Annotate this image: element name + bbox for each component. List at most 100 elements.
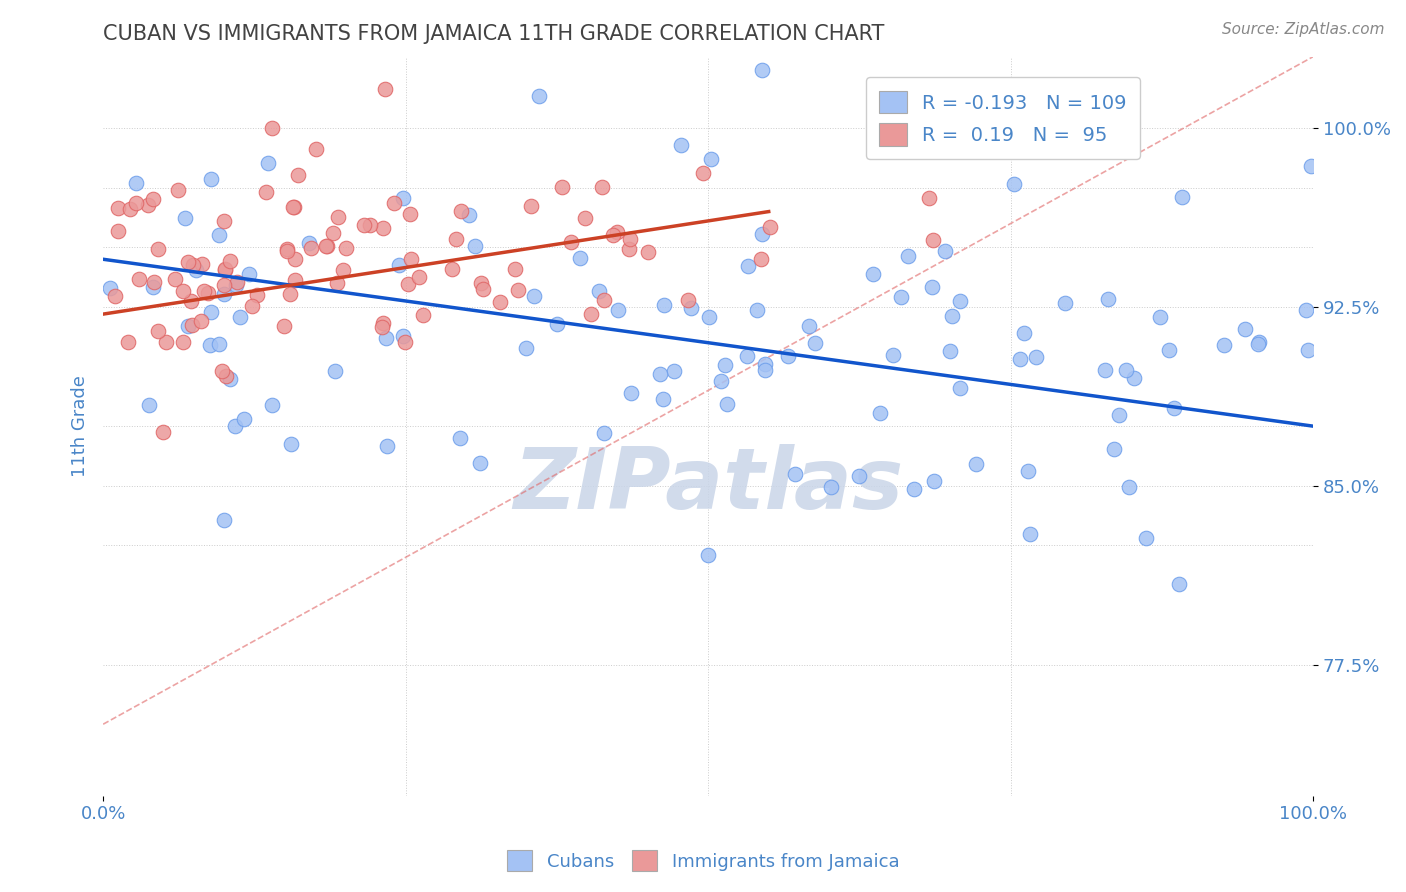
Point — [1296, 343, 1319, 357]
Point — [215, 369, 238, 384]
Y-axis label: 11th Grade: 11th Grade — [72, 376, 89, 477]
Point — [371, 220, 394, 235]
Point — [200, 338, 222, 352]
Point — [619, 232, 641, 246]
Point — [1149, 310, 1171, 324]
Point — [107, 223, 129, 237]
Point — [218, 371, 240, 385]
Point — [606, 226, 628, 240]
Point — [181, 258, 204, 272]
Point — [1249, 335, 1271, 350]
Point — [637, 244, 659, 259]
Point — [662, 364, 685, 378]
Point — [1025, 350, 1047, 364]
Point — [232, 412, 254, 426]
Point — [276, 243, 298, 257]
Point — [949, 293, 972, 308]
Point — [569, 251, 592, 265]
Point — [751, 252, 773, 267]
Point — [1123, 371, 1146, 385]
Point — [1157, 343, 1180, 357]
Point — [472, 282, 495, 296]
Point — [353, 218, 375, 232]
Point — [1115, 363, 1137, 377]
Point — [117, 335, 139, 350]
Point — [449, 431, 471, 445]
Point — [118, 202, 141, 216]
Point — [751, 62, 773, 77]
Point — [375, 439, 398, 453]
Point — [200, 305, 222, 319]
Point — [315, 238, 337, 252]
Point — [212, 512, 235, 526]
Point — [373, 316, 395, 330]
Point — [224, 419, 246, 434]
Point — [606, 303, 628, 318]
Point — [283, 201, 305, 215]
Point — [374, 331, 396, 345]
Point — [214, 263, 236, 277]
Point — [1295, 303, 1317, 318]
Point — [941, 309, 963, 323]
Point — [505, 261, 527, 276]
Point — [869, 406, 891, 420]
Point — [1299, 159, 1322, 173]
Point — [669, 138, 692, 153]
Point — [138, 198, 160, 212]
Legend: R = -0.193   N = 109, R =  0.19   N =  95: R = -0.193 N = 109, R = 0.19 N = 95 — [866, 78, 1140, 160]
Point — [678, 293, 700, 308]
Point — [146, 325, 169, 339]
Point — [754, 357, 776, 371]
Point — [523, 288, 546, 302]
Point — [280, 436, 302, 450]
Point — [374, 82, 396, 96]
Point — [246, 288, 269, 302]
Point — [328, 210, 350, 224]
Point — [1097, 293, 1119, 307]
Point — [1104, 442, 1126, 457]
Text: CUBAN VS IMMIGRANTS FROM JAMAICA 11TH GRADE CORRELATION CHART: CUBAN VS IMMIGRANTS FROM JAMAICA 11TH GR… — [103, 24, 884, 44]
Legend: Cubans, Immigrants from Jamaica: Cubans, Immigrants from Jamaica — [499, 843, 907, 879]
Point — [651, 392, 673, 407]
Point — [1010, 352, 1032, 367]
Point — [125, 176, 148, 190]
Point — [398, 207, 420, 221]
Point — [692, 166, 714, 180]
Point — [180, 318, 202, 333]
Point — [470, 276, 492, 290]
Point — [820, 480, 842, 494]
Point — [284, 273, 307, 287]
Point — [592, 293, 614, 307]
Point — [257, 156, 280, 170]
Point — [98, 281, 121, 295]
Point — [737, 259, 759, 273]
Point — [1171, 189, 1194, 203]
Point — [284, 252, 307, 267]
Point — [287, 168, 309, 182]
Point — [921, 280, 943, 294]
Point — [412, 308, 434, 322]
Point — [146, 243, 169, 257]
Point — [384, 196, 406, 211]
Point — [1094, 363, 1116, 377]
Point — [208, 228, 231, 243]
Point — [508, 283, 530, 297]
Point — [949, 381, 972, 395]
Point — [1234, 321, 1257, 335]
Point — [260, 398, 283, 412]
Point — [579, 307, 602, 321]
Point — [1017, 464, 1039, 478]
Point — [399, 252, 422, 266]
Point — [754, 363, 776, 377]
Point — [142, 275, 165, 289]
Point — [1135, 531, 1157, 545]
Point — [903, 482, 925, 496]
Text: ZIPatlas: ZIPatlas — [513, 444, 903, 527]
Point — [138, 398, 160, 412]
Point — [520, 199, 543, 213]
Point — [468, 456, 491, 470]
Point — [515, 342, 537, 356]
Point — [396, 277, 419, 291]
Point — [527, 89, 550, 103]
Point — [804, 335, 827, 350]
